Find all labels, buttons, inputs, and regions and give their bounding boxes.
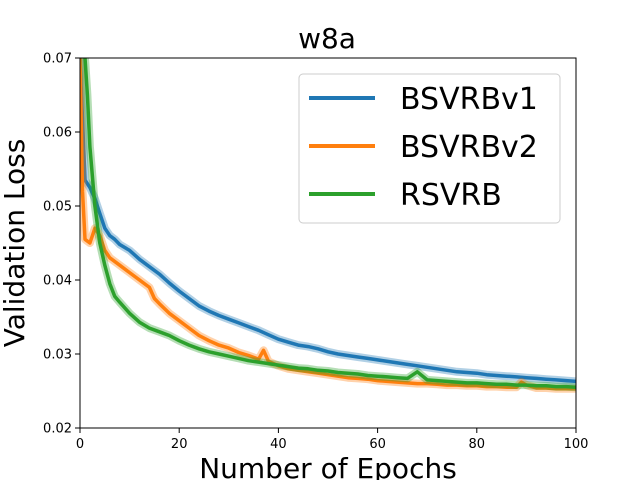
x-tick-label: 40 (270, 437, 287, 452)
y-tick-label: 0.05 (43, 200, 72, 215)
plot-area (80, 58, 576, 393)
x-axis-label: Number of Epochs (199, 452, 457, 480)
x-tick-label: 60 (369, 437, 386, 452)
legend-label-bsvrbv2: BSVRBv2 (400, 130, 538, 165)
y-tick-label: 0.03 (43, 348, 72, 363)
x-tick-label: 0 (76, 437, 84, 452)
y-tick-label: 0.04 (43, 274, 72, 289)
series-line-rsvrb (83, 58, 576, 390)
x-tick-label: 20 (171, 437, 188, 452)
y-axis-label: Validation Loss (0, 139, 31, 348)
y-tick-label: 0.06 (43, 126, 72, 141)
legend: BSVRBv1 BSVRBv2 RSVRB (298, 73, 561, 224)
x-tick-label: 100 (564, 437, 589, 452)
legend-box (298, 73, 561, 224)
axis-ticks: 0 20 40 60 80 100 0.02 0.03 0.04 0.05 0.06 0.07 (43, 52, 588, 453)
y-tick-label: 0.07 (43, 52, 72, 67)
series-line-bsvrbv1 (80, 58, 576, 384)
plot-frame (79, 57, 577, 429)
legend-label-bsvrbv1: BSVRBv1 (400, 82, 538, 117)
series-line-bsvrbv2 (80, 58, 576, 391)
legend-label-rsvrb: RSVRB (400, 178, 502, 213)
chart-title: w8a (298, 22, 356, 55)
x-tick-label: 80 (469, 437, 486, 452)
y-tick-label: 0.02 (43, 422, 72, 437)
